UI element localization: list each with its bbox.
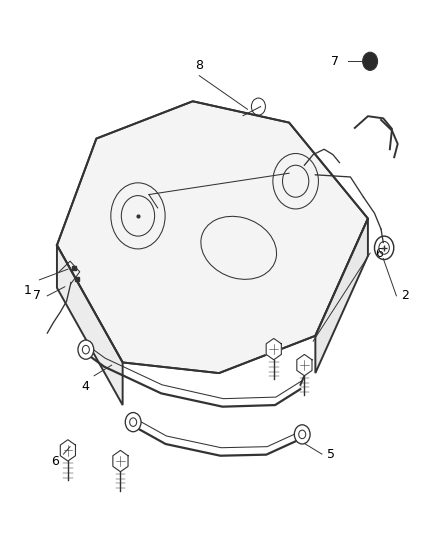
Text: 5: 5 <box>327 448 335 461</box>
Polygon shape <box>113 450 128 472</box>
Circle shape <box>294 425 310 444</box>
Text: 7: 7 <box>33 289 41 302</box>
Text: 6: 6 <box>51 455 59 467</box>
Polygon shape <box>57 101 368 373</box>
Circle shape <box>78 340 94 359</box>
Text: 2: 2 <box>401 289 409 302</box>
Polygon shape <box>297 354 312 376</box>
Circle shape <box>125 413 141 432</box>
Text: 4: 4 <box>81 380 89 393</box>
Polygon shape <box>266 338 281 360</box>
Circle shape <box>363 52 378 70</box>
Text: 1: 1 <box>23 284 31 297</box>
Polygon shape <box>57 245 123 405</box>
Text: 7: 7 <box>331 55 339 68</box>
Text: 6: 6 <box>375 247 383 260</box>
Polygon shape <box>60 440 75 461</box>
Polygon shape <box>315 219 368 373</box>
Text: 8: 8 <box>195 59 203 71</box>
